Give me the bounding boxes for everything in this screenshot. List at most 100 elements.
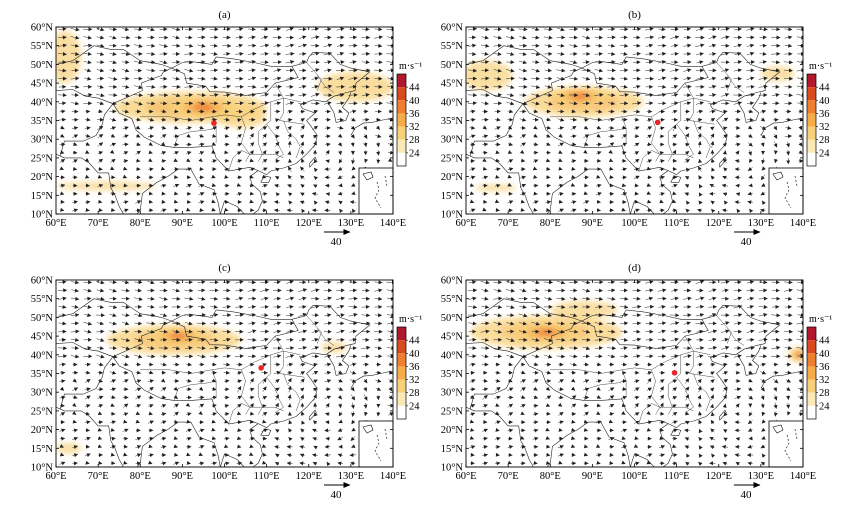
wind-vector (60, 125, 65, 130)
colorbar-segment (807, 340, 816, 354)
y-tick-label: 35°N (441, 369, 464, 380)
colorbar-tick-label: 40 (819, 96, 830, 107)
wind-vector (146, 101, 156, 106)
wind-vector (247, 51, 257, 56)
province-line (266, 124, 284, 160)
wind-vector (387, 35, 393, 40)
wind-vector (84, 76, 92, 81)
wind-vector (97, 151, 104, 155)
y-tick-label: 15°N (441, 444, 464, 455)
colorbar: 44 40 36 32 28 24 m·s⁻¹ (806, 314, 832, 420)
wind-vector (198, 117, 205, 122)
wind-vector (148, 191, 153, 196)
wind-vector (312, 109, 319, 114)
south-china-sea-inset (358, 420, 394, 468)
wind-vector (159, 43, 168, 48)
wind-vector (160, 117, 167, 122)
wind-vector (172, 43, 181, 48)
y-tick-label: 10°N (441, 463, 464, 474)
colorbar-segment (807, 126, 816, 140)
wind-vector (96, 35, 105, 40)
colorbar-tick-label: 24 (409, 401, 420, 412)
colorbar-tick-label: 28 (819, 135, 830, 146)
wind-vector (110, 133, 116, 138)
wind-vector (85, 200, 91, 205)
wind-vector (311, 84, 319, 89)
colorbar-segment (807, 139, 816, 153)
wind-vector (363, 142, 368, 148)
wind-vector (184, 76, 194, 81)
wind-vector (313, 141, 317, 148)
wind-vector (160, 175, 167, 180)
y-tick-label: 30°N (31, 388, 54, 399)
wind-vector (97, 134, 104, 139)
colorbar-segment (397, 366, 406, 380)
wind-vector (196, 84, 207, 89)
wind-vector (197, 76, 206, 81)
wind-vector (248, 27, 256, 32)
wind-vector (285, 101, 295, 106)
wind-vector (122, 192, 129, 196)
wind-vector (172, 76, 180, 81)
jet-shade (56, 442, 82, 454)
jet-shade-max (169, 332, 188, 340)
colorbar-segment (397, 126, 406, 140)
x-tick-label: 80°E (130, 471, 151, 482)
wind-vector (97, 158, 104, 163)
wind-vector (97, 142, 104, 147)
wind-vector (298, 76, 307, 81)
colorbar-segment (807, 113, 816, 127)
wind-vector (70, 52, 80, 56)
wind-vector (186, 175, 191, 180)
wind-vector (197, 101, 206, 106)
wind-vector (135, 125, 141, 130)
jet-shade (474, 184, 517, 192)
boundary-line (56, 89, 114, 104)
south-china-sea-inset (768, 420, 804, 468)
wind-vector (58, 27, 67, 32)
wind-vector (236, 126, 242, 131)
wind-vector (97, 174, 103, 179)
wind-vector (247, 76, 257, 81)
colorbar-segment (807, 152, 816, 166)
y-tick-label: 20°N (31, 172, 54, 183)
wind-vector (236, 192, 243, 196)
wind-vector (312, 125, 319, 131)
wind-vector (59, 158, 66, 163)
wind-vector (108, 93, 118, 98)
wind-vector (349, 35, 358, 40)
wind-vector (249, 158, 254, 163)
wind-vector (260, 76, 269, 81)
x-tick-label: 130°E (748, 218, 774, 229)
wind-vector (171, 27, 181, 32)
wind-vector (122, 109, 130, 114)
wind-vector (135, 150, 141, 155)
y-tick-label: 10°N (31, 210, 54, 221)
wind-vector (134, 85, 143, 89)
wind-vector (338, 158, 343, 164)
wind-vector (299, 175, 305, 180)
wind-vector (110, 207, 116, 212)
wind-vector (275, 192, 280, 197)
wind-vector (222, 27, 231, 32)
wind-vector (236, 175, 243, 180)
wind-vector (274, 151, 280, 156)
jet-shade (466, 60, 513, 91)
wind-vector (210, 76, 218, 81)
wind-vector (85, 142, 90, 146)
wind-vector (133, 60, 143, 65)
wind-vector (248, 60, 256, 65)
wind-vector (338, 200, 343, 205)
x-tick-label: 120°E (296, 218, 322, 229)
boundary-line (56, 45, 172, 69)
jet-shade (550, 300, 618, 320)
reference-vector-label: 40 (741, 236, 753, 248)
wind-vector (351, 174, 356, 179)
wind-vector (121, 101, 130, 106)
x-tick-label: 140°E (380, 471, 406, 482)
wind-vector (197, 93, 206, 98)
wind-vector (160, 151, 167, 155)
boundary-line (171, 56, 292, 69)
wind-vector (325, 192, 331, 197)
wind-vector (97, 183, 104, 188)
